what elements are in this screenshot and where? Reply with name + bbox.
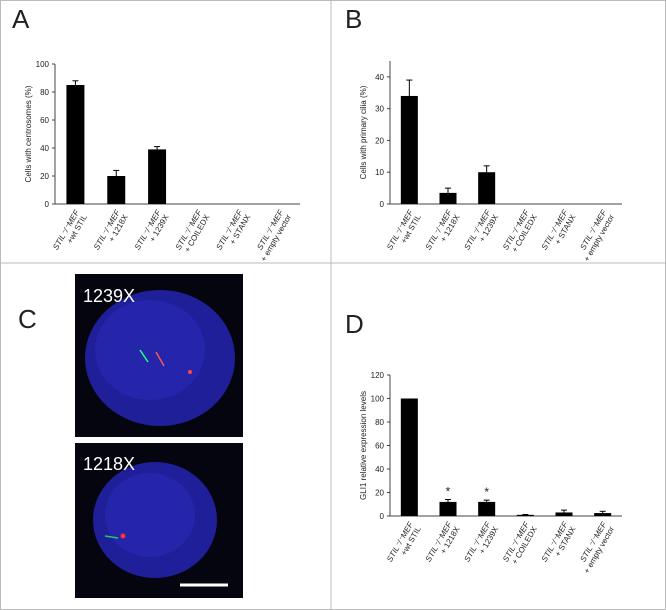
- y-tick-label: 30: [375, 105, 384, 114]
- panel-label: B: [345, 4, 362, 34]
- micrograph: 1239X: [75, 274, 243, 437]
- error-bar: [406, 79, 413, 96]
- y-tick-label: 20: [40, 172, 49, 181]
- y-tick-label: 40: [375, 465, 384, 474]
- significance: *: [446, 485, 451, 499]
- micrograph: 1218X: [75, 443, 243, 598]
- bar: [439, 192, 457, 204]
- error-bar: [483, 165, 490, 173]
- y-tick-label: 40: [40, 144, 49, 153]
- bar: [555, 512, 573, 516]
- bar: [107, 176, 126, 204]
- error-bar: [445, 499, 451, 502]
- y-tick-label: 60: [40, 116, 49, 125]
- y-axis-label: GLI1 relative expression levels: [359, 391, 368, 500]
- y-tick-label: 60: [375, 442, 384, 451]
- y-tick-label: 100: [371, 395, 385, 404]
- significance: *: [484, 485, 489, 499]
- bar: [148, 149, 167, 204]
- image-label: 1218X: [83, 454, 135, 474]
- y-tick-label: 10: [375, 168, 384, 177]
- y-tick-label: 0: [380, 512, 385, 521]
- y-tick-label: 20: [375, 136, 384, 145]
- y-tick-label: 40: [375, 73, 384, 82]
- error-bar: [599, 510, 606, 514]
- panel-label: C: [18, 304, 37, 334]
- image-label: 1239X: [83, 286, 135, 306]
- bar: [439, 501, 457, 516]
- y-tick-label: 120: [371, 371, 385, 380]
- bar: [478, 501, 496, 516]
- error-bar: [561, 509, 567, 513]
- error-bar: [154, 146, 161, 150]
- bar: [400, 95, 418, 204]
- bar: [478, 172, 496, 204]
- y-axis-label: Cells with primary cilia (%): [359, 85, 368, 179]
- error-bar: [72, 80, 79, 85]
- panel-label: A: [12, 4, 30, 34]
- y-tick-label: 100: [36, 60, 50, 69]
- error-bar: [483, 499, 490, 502]
- error-bar: [113, 169, 120, 176]
- y-tick-label: 0: [380, 200, 385, 209]
- panel-label: D: [345, 309, 364, 339]
- bar: [66, 85, 85, 204]
- y-tick-label: 20: [375, 489, 384, 498]
- y-tick-label: 0: [45, 200, 50, 209]
- error-bar: [445, 187, 451, 193]
- bar: [400, 398, 418, 516]
- y-tick-label: 80: [40, 88, 49, 97]
- y-axis-label: Cells with centrosomes (%): [24, 85, 33, 182]
- bar: [516, 514, 534, 516]
- y-tick-label: 80: [375, 418, 384, 427]
- bar: [594, 513, 612, 516]
